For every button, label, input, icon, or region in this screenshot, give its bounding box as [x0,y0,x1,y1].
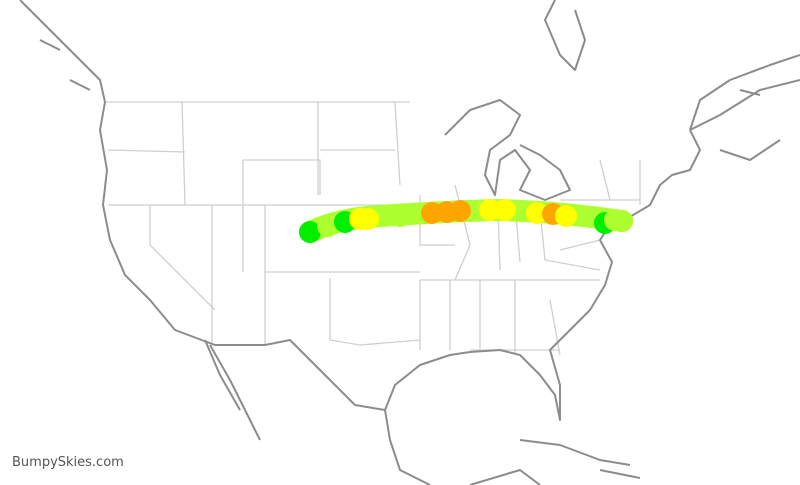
flight-route[interactable] [299,198,633,243]
route-segment-moderate[interactable] [357,208,379,230]
state-borders [105,101,641,356]
route-segment-light[interactable] [611,210,633,232]
route-segment-moderate[interactable] [494,199,516,221]
route-segment-light[interactable] [389,205,411,227]
route-segment-light[interactable] [317,215,339,237]
route-segment-moderate[interactable] [526,202,548,224]
watermark: BumpySkies.com [12,455,124,470]
coastlines [19,0,800,485]
route-segment-heavy[interactable] [449,200,471,222]
route-segment-moderate[interactable] [555,205,577,227]
route-segment-smooth[interactable] [299,221,321,243]
